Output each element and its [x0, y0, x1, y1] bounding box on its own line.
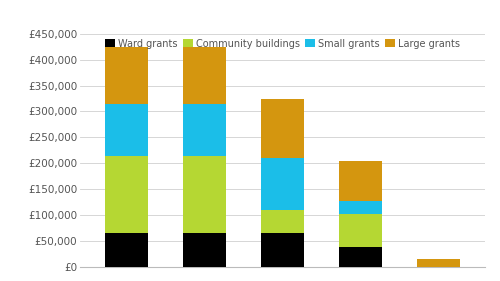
Bar: [106, 104, 148, 155]
Bar: [417, 259, 460, 267]
Bar: [339, 247, 382, 267]
Bar: [261, 210, 304, 233]
Bar: [339, 161, 382, 201]
Bar: [183, 233, 226, 267]
Bar: [183, 47, 226, 104]
Legend: Ward grants, Community buildings, Small grants, Large grants: Ward grants, Community buildings, Small …: [105, 38, 460, 49]
Bar: [183, 155, 226, 233]
Bar: [183, 104, 226, 155]
Bar: [261, 233, 304, 267]
Bar: [106, 233, 148, 267]
Bar: [106, 47, 148, 104]
Bar: [339, 201, 382, 214]
Bar: [339, 214, 382, 247]
Bar: [261, 99, 304, 158]
Bar: [106, 155, 148, 233]
Bar: [261, 158, 304, 210]
